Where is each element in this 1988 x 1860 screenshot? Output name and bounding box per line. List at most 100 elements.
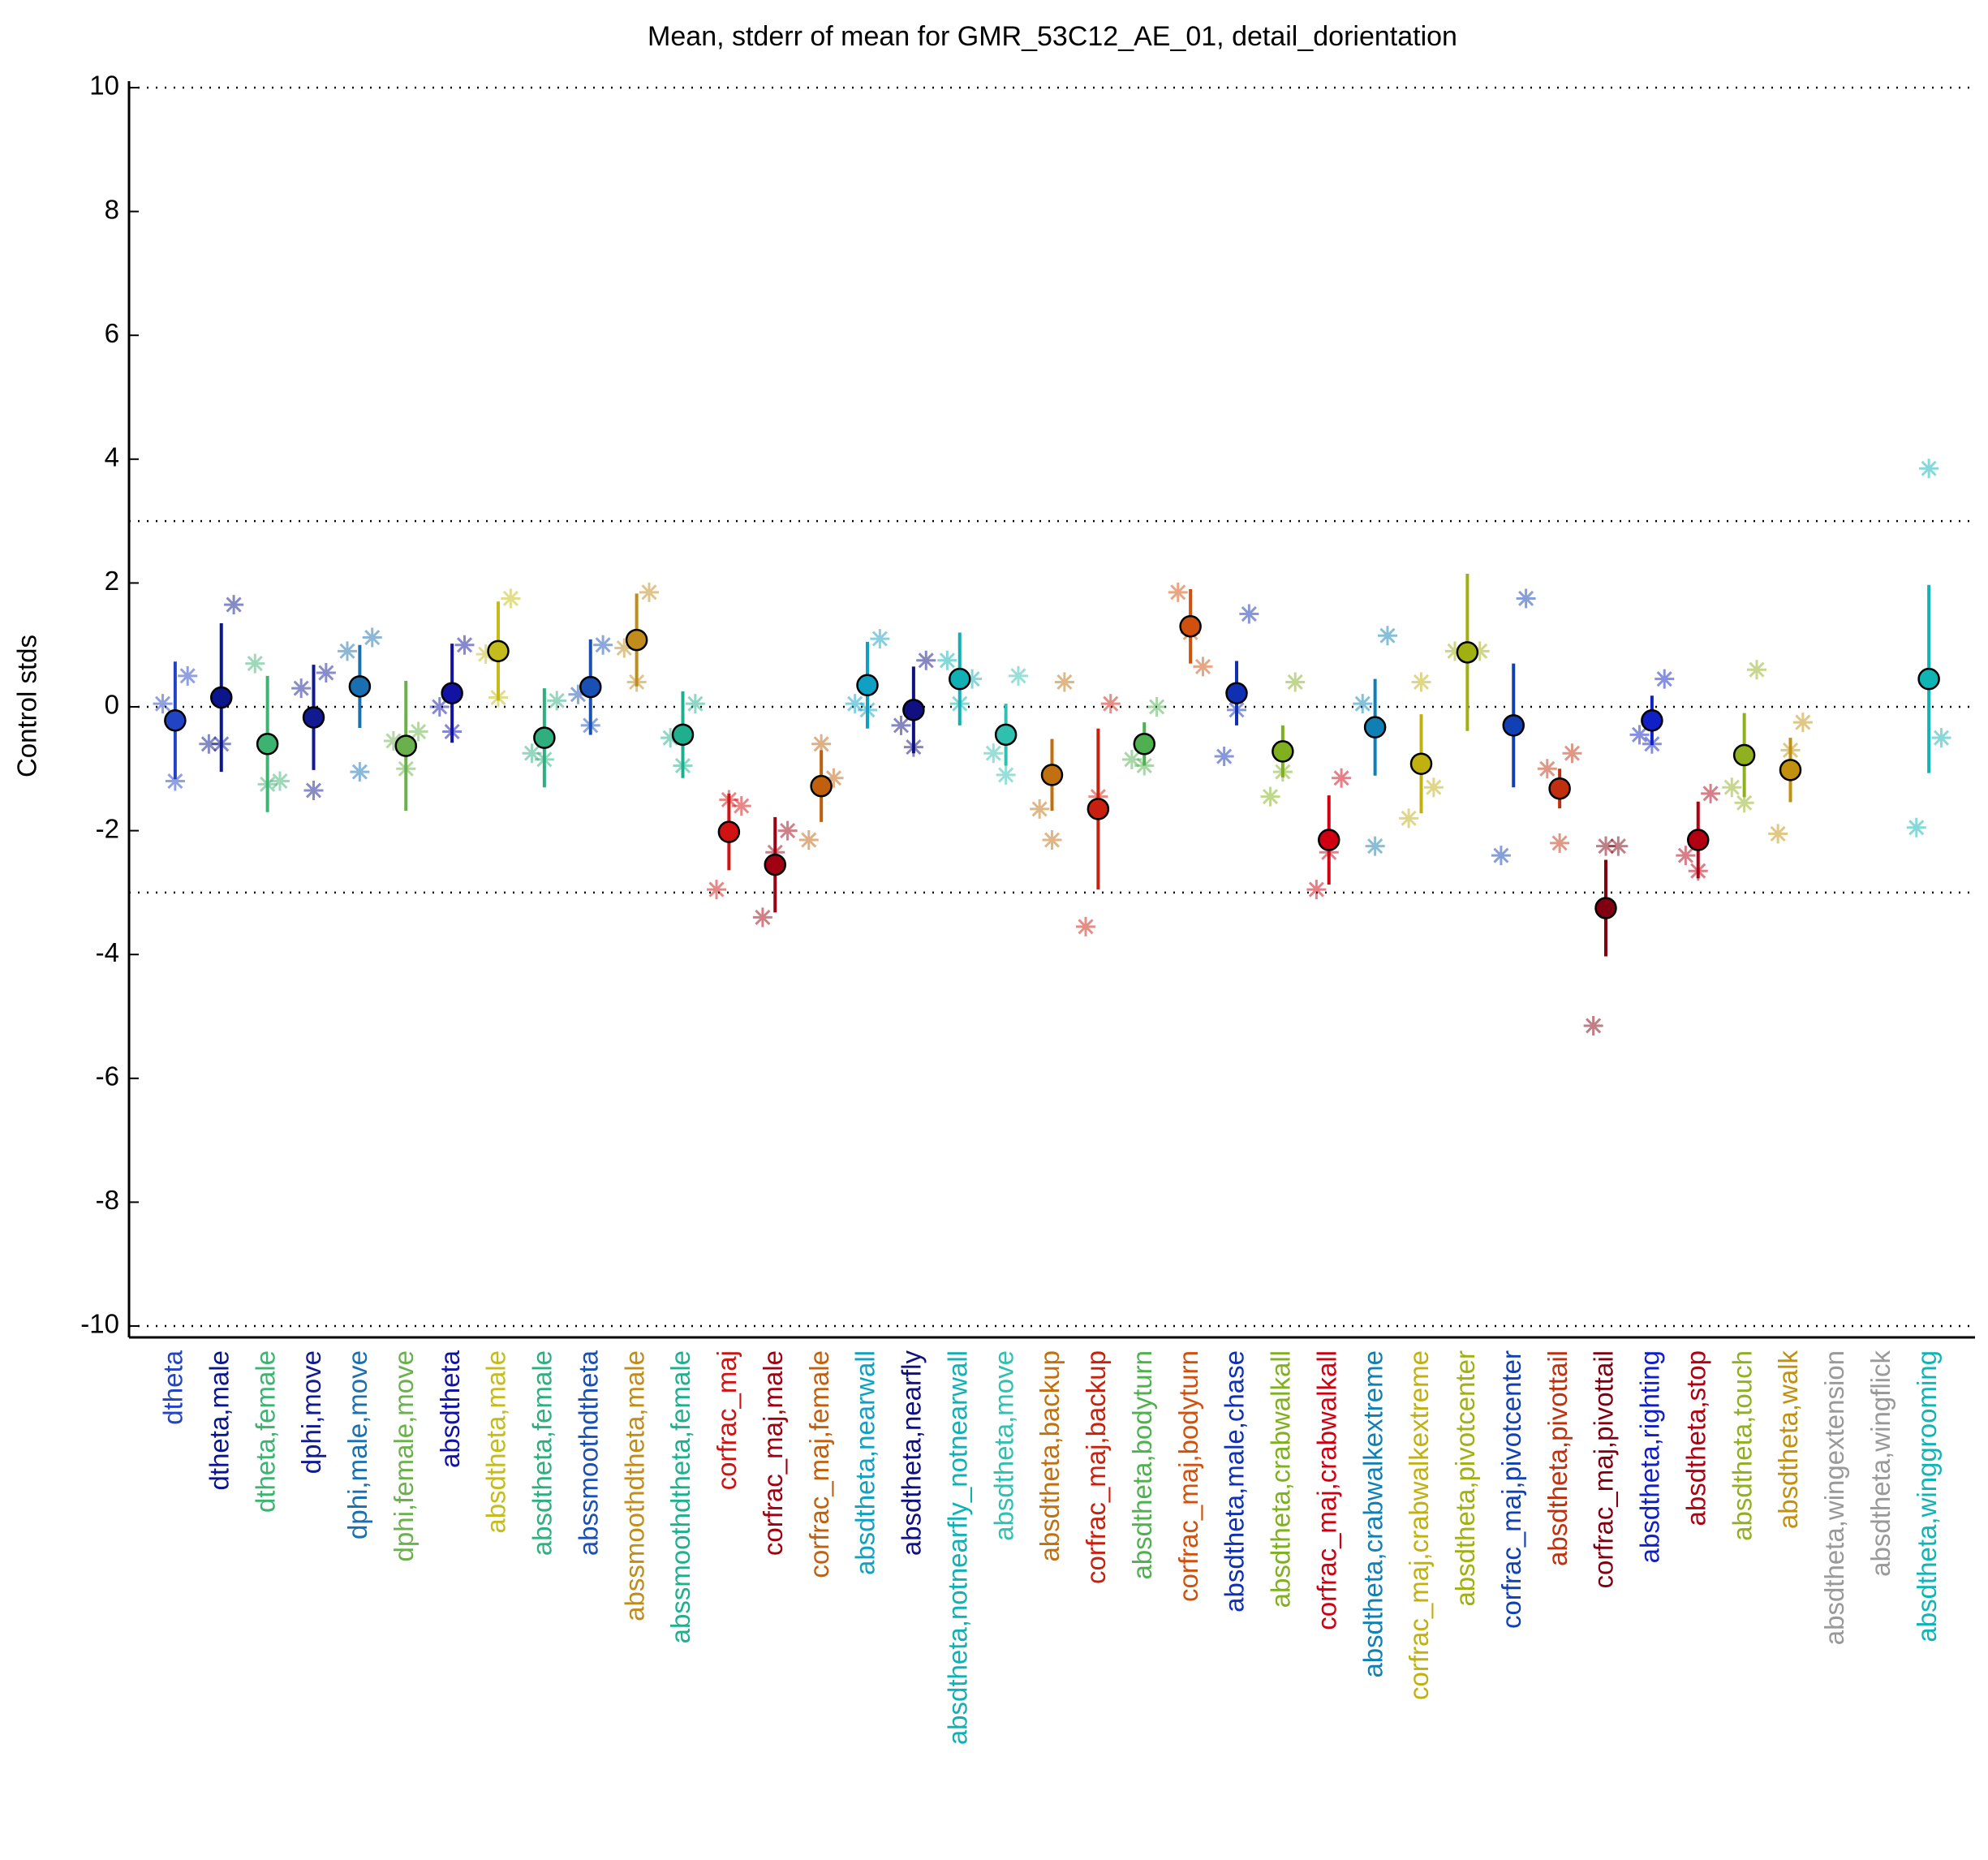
sub-mean-star [962,669,983,689]
x-tick-label: dtheta,male [204,1350,234,1490]
y-tick-label: 0 [105,690,119,720]
mean-marker [1087,798,1110,820]
mean-marker [671,723,695,747]
x-tick-label: absdtheta,move [988,1350,1018,1541]
x-tick-label: absdtheta [435,1350,465,1468]
sub-mean-star [501,588,521,609]
sub-mean-star [1054,672,1074,692]
x-tick-label: corfrac_maj,crabwalkall [1311,1350,1341,1630]
sub-mean-star [475,644,496,665]
y-tick-label: -6 [96,1061,119,1091]
sub-mean-star [1147,697,1167,717]
y-tick-label: -10 [80,1309,119,1339]
mean-marker [1363,716,1387,738]
mean-marker [302,706,325,729]
sub-mean-star [178,665,198,686]
sub-mean-star [1411,672,1431,692]
x-tick-label: dphi,male,move [342,1350,372,1539]
x-tick-label: abssmoothdtheta [573,1350,603,1556]
sub-mean-star [1423,777,1444,798]
y-tick-label: 2 [105,566,119,596]
sub-mean-star [1491,846,1511,866]
x-tick-label: absdtheta,backup [1035,1350,1065,1562]
mean-marker [394,734,417,757]
mean-marker [949,667,971,691]
mean-marker [1133,733,1155,756]
x-tick-label: absdtheta,pivottail [1543,1350,1573,1566]
sub-mean-star [383,730,403,751]
sub-mean-star [1285,672,1306,692]
mean-marker [487,639,510,663]
sub-mean-star [1445,641,1465,661]
x-tick-label: corfrac_maj,pivotcenter [1496,1350,1526,1629]
sub-mean-star [1919,459,1939,479]
mean-marker [1641,709,1663,732]
x-tick-label: absdtheta,righting [1635,1350,1665,1563]
sub-mean-star [165,771,185,791]
x-tick-label: absdtheta,nearwall [850,1350,880,1575]
x-tick-label: absdtheta,female [527,1350,557,1556]
sub-mean-star [269,771,290,791]
sub-mean-star [777,820,798,841]
sub-mean-star [350,762,370,782]
x-tick-label: corfrac_maj,pivottail [1589,1350,1619,1588]
sub-mean-star [661,728,681,748]
sub-mean-star [1537,759,1557,779]
mean-marker [1917,667,1940,691]
x-tick-label: absdtheta,crabwalkall [1266,1350,1296,1608]
sub-mean-star [1583,1015,1603,1035]
sub-mean-star [1746,660,1766,680]
x-tick-label: absdtheta,wingflick [1865,1350,1895,1577]
sub-mean-star [937,650,957,670]
x-tick-label: corfrac_maj,bodyturn [1173,1350,1203,1602]
sub-mean-star [1076,916,1096,936]
sub-mean-star [1377,626,1397,646]
mean-marker [994,723,1018,747]
mean-marker [717,820,741,843]
mean-marker [1502,714,1525,737]
sub-mean-star [245,653,265,674]
mean-marker [856,674,879,697]
sub-mean-star [153,694,173,714]
x-tick-label: absdtheta,male [481,1350,511,1534]
sub-mean-star [870,629,890,649]
y-tick-label: -2 [96,813,119,843]
x-tick-label: dtheta [158,1350,188,1424]
sub-mean-star [845,694,865,714]
mean-marker [1548,777,1571,800]
sub-mean-star [303,781,324,801]
sub-mean-star [547,691,567,711]
x-tick-label: absdtheta,winggrooming [1912,1350,1942,1643]
sub-mean-star [824,768,844,788]
y-tick-label: 6 [105,318,119,348]
sub-mean-star [811,734,832,754]
sub-mean-star [614,638,635,658]
mean-marker [1318,829,1340,851]
sub-mean-star [639,582,659,602]
sub-mean-star [338,641,358,661]
x-tick-label: dtheta,female [250,1350,280,1513]
sub-mean-star [1168,582,1188,602]
sub-mean-star [1608,836,1629,856]
x-tick-label: absdtheta,crabwalkextreme [1358,1350,1388,1678]
mean-marker [256,733,279,756]
sub-mean-star [1365,836,1385,856]
sub-mean-star [362,627,382,648]
y-tick-label: -8 [96,1185,119,1215]
mean-marker [625,628,648,652]
sub-mean-star [1469,641,1490,661]
mean-marker [1225,682,1248,704]
sub-mean-star [1906,817,1926,837]
sub-mean-star [1516,588,1536,609]
mean-marker [764,853,786,876]
sub-mean-star [1193,657,1213,677]
x-tick-label: abssmoothdtheta,male [619,1350,649,1621]
sub-mean-star [1676,846,1696,866]
x-tick-label: absdtheta,male,chase [1220,1350,1250,1612]
mean-marker [1687,829,1710,851]
sub-mean-star [1100,694,1121,714]
sub-mean-star [1792,713,1813,733]
sub-mean-star [707,880,727,900]
mean-marker [533,726,556,749]
